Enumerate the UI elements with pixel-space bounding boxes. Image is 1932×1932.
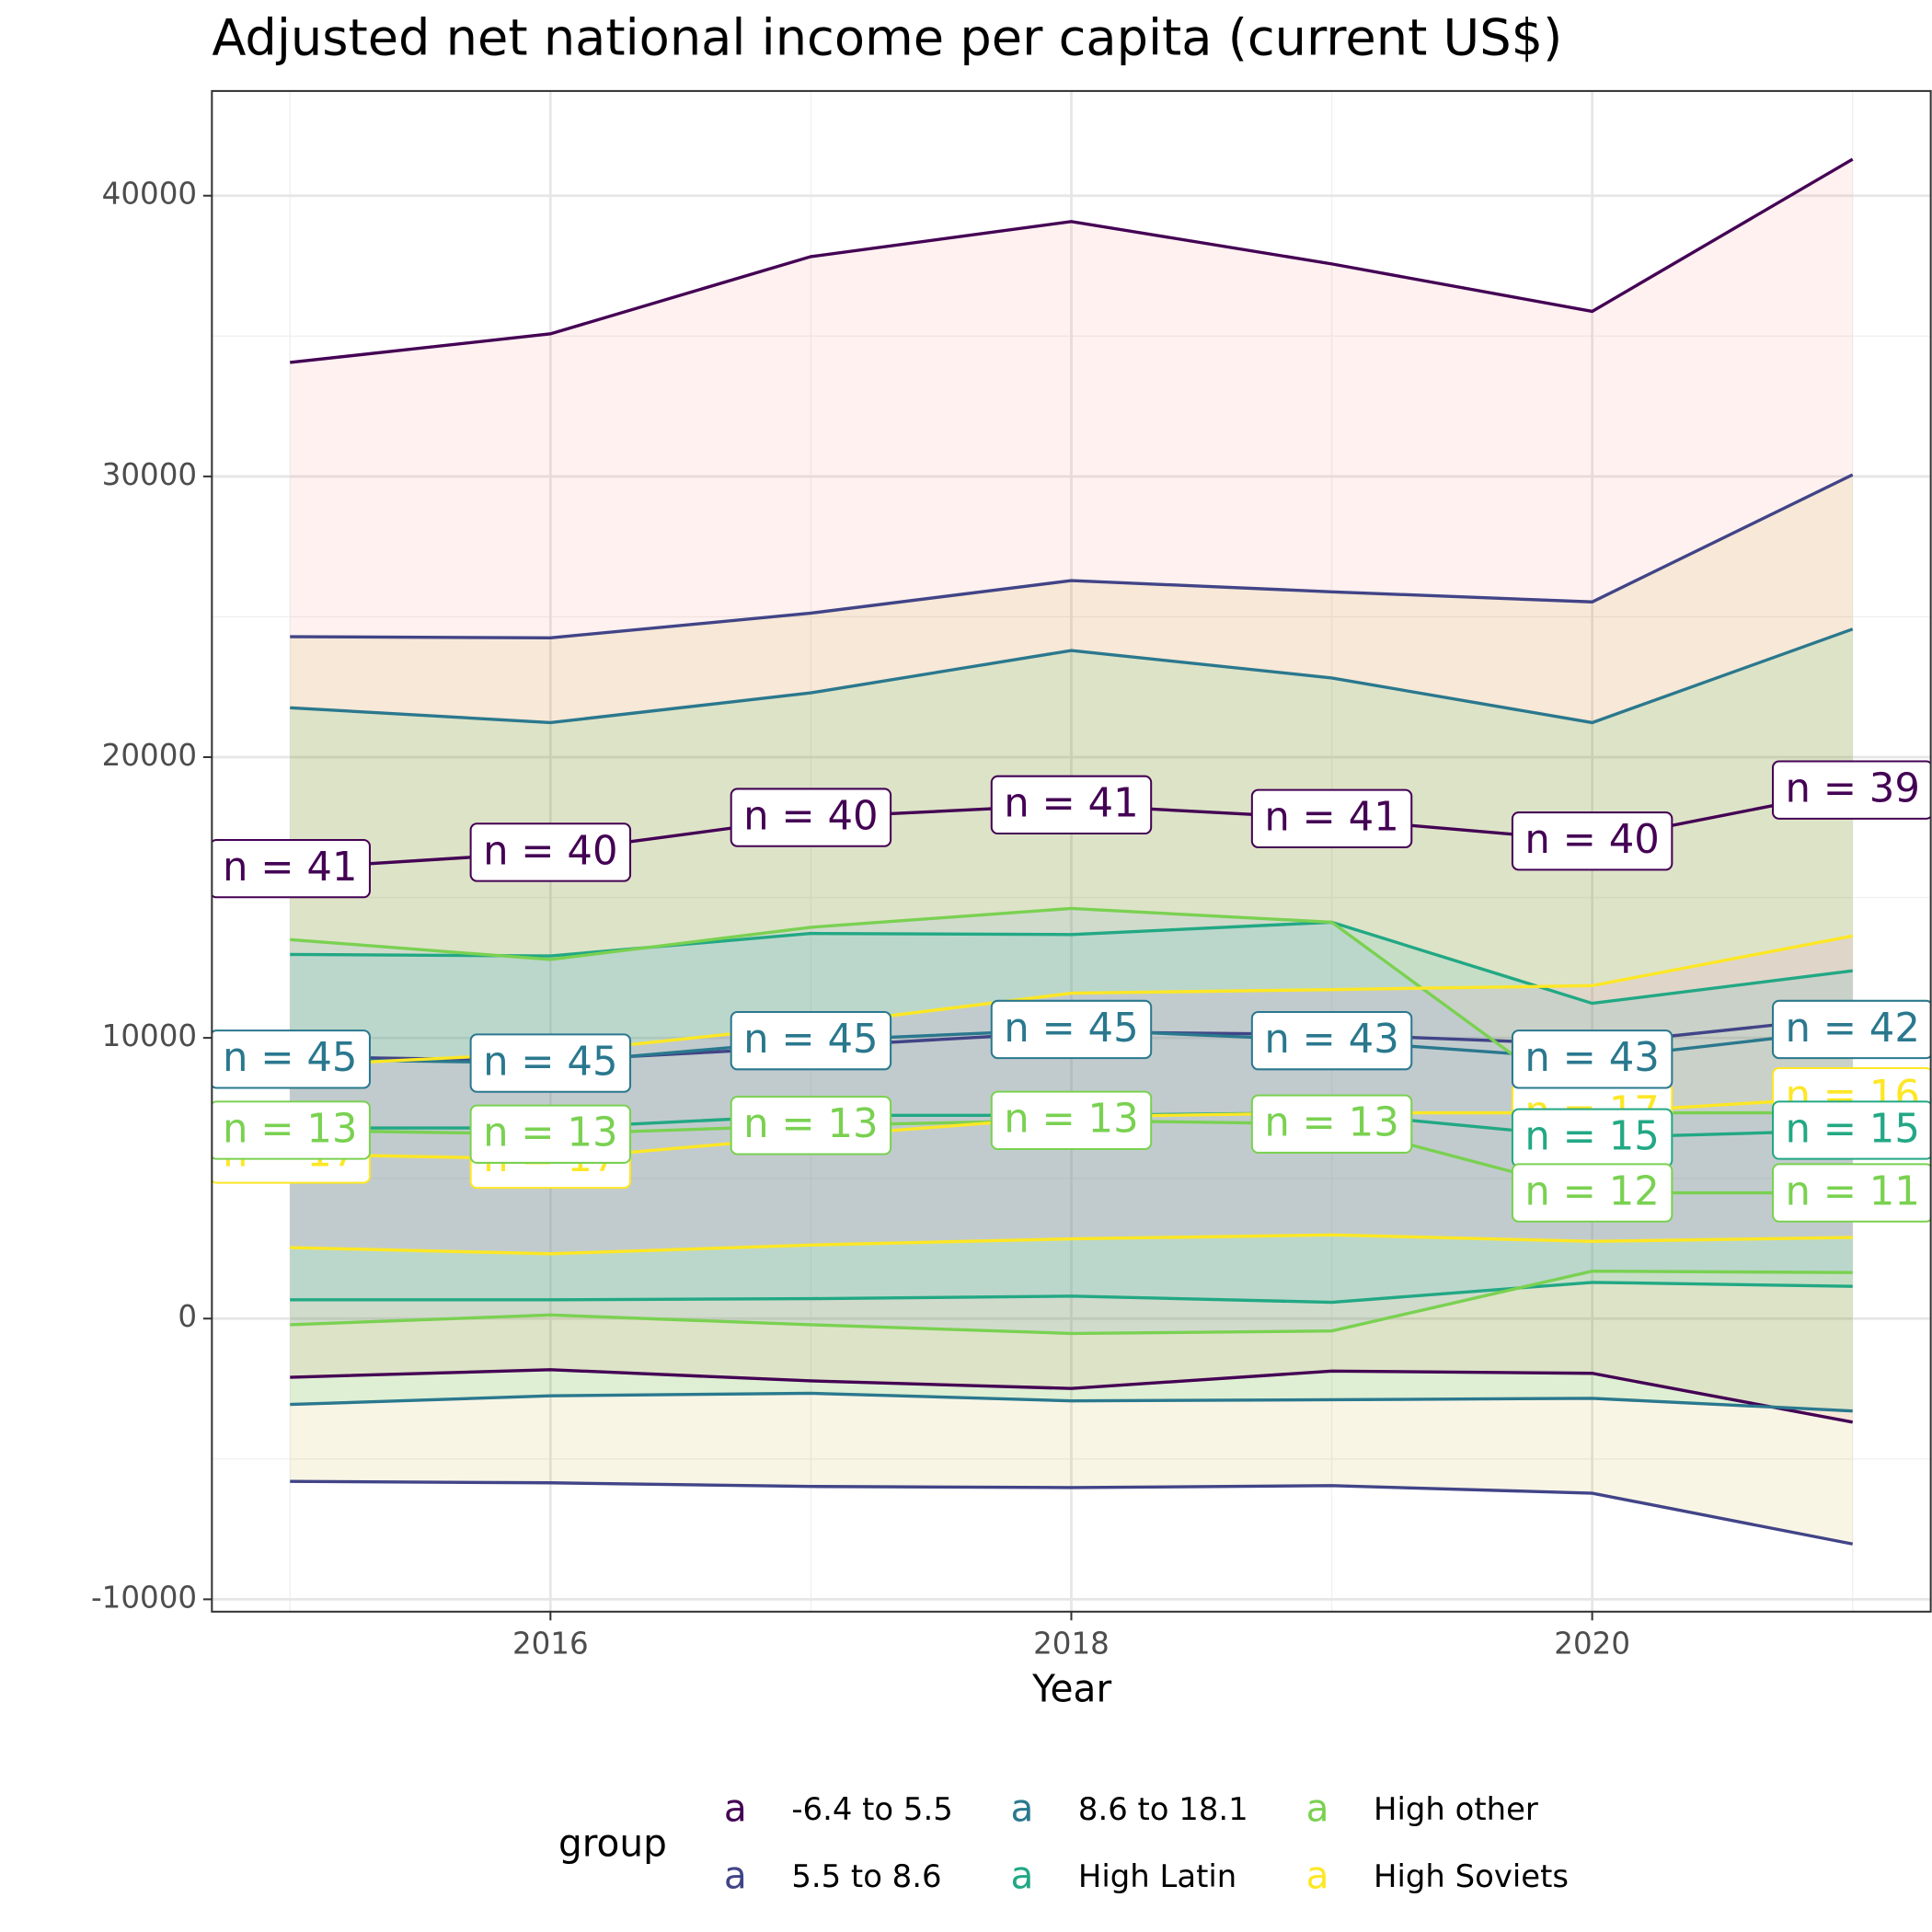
- label-box: [212, 1100, 371, 1160]
- label-box: [469, 1104, 632, 1164]
- data-label: n = 13: [743, 1101, 879, 1147]
- data-label: n = 42: [1785, 1006, 1920, 1052]
- y-tick-label: 30000: [102, 457, 197, 492]
- data-label: n = 13: [1004, 1097, 1138, 1143]
- label-box: [730, 788, 892, 847]
- lower-line: [290, 1233, 1853, 1256]
- lower-line: [290, 1269, 1853, 1336]
- legend-key: a: [1011, 1787, 1034, 1831]
- legend-key: a: [724, 1854, 747, 1898]
- legend-label: 5.5 to 8.6: [791, 1858, 941, 1894]
- x-tick-label: 2016: [512, 1626, 589, 1661]
- y-tick-label: -10000: [91, 1580, 197, 1615]
- upper-line: [290, 473, 1854, 639]
- data-label: n = 13: [223, 1106, 358, 1152]
- legend-label: High Soviets: [1374, 1858, 1569, 1894]
- label-box: [1771, 999, 1931, 1060]
- data-label: n = 45: [223, 1035, 358, 1081]
- upper-line: [290, 627, 1854, 725]
- data-label: n = 15: [1524, 1114, 1660, 1160]
- label-box: [1511, 811, 1673, 871]
- label-box: [990, 1090, 1153, 1151]
- legend-key: a: [724, 1787, 747, 1831]
- label-box: [730, 1010, 892, 1071]
- label-box: [469, 822, 632, 882]
- legend-key: a: [1011, 1854, 1034, 1898]
- label-box: [212, 838, 371, 899]
- legend: a -6.4 to 5.5 a 5.5 to 8.6 a 8.6 to 18.1 a High…: [724, 1787, 1569, 1898]
- data-label: n = 13: [483, 1110, 618, 1156]
- label-box: [990, 775, 1153, 835]
- data-label: n = 15: [1785, 1106, 1920, 1152]
- y-tick-label: 0: [178, 1299, 197, 1334]
- y-tick-label: 10000: [102, 1018, 197, 1053]
- axes: 2016 2018 2020 -10000 0 10000 20000 30000 40000: [91, 177, 1630, 1662]
- lower-line: [290, 1479, 1854, 1546]
- data-label: n = 12: [1524, 1168, 1660, 1214]
- x-tick-label: 2020: [1554, 1626, 1630, 1661]
- label-box: [1771, 1163, 1931, 1223]
- legend-title: group: [558, 1822, 667, 1866]
- data-label: n = 40: [483, 828, 618, 874]
- chart-title: Adjusted net national income per capita …: [212, 8, 1562, 66]
- data-label: n = 43: [1264, 1017, 1399, 1063]
- label-box: [1250, 1094, 1413, 1154]
- lower-line: [290, 1281, 1853, 1305]
- x-axis-label: Year: [1031, 1667, 1111, 1711]
- lower-line: [290, 1391, 1853, 1413]
- data-label: n = 40: [743, 793, 879, 839]
- lower-line: [290, 1368, 1854, 1424]
- legend-label: 8.6 to 18.1: [1078, 1791, 1248, 1827]
- upper-line: [290, 157, 1854, 364]
- label-box: [212, 1029, 371, 1089]
- label-box: [730, 1096, 892, 1156]
- data-label: n = 39: [1785, 766, 1920, 812]
- label-box: [990, 999, 1153, 1060]
- legend-label: High Latin: [1078, 1858, 1236, 1894]
- data-label: n = 41: [223, 845, 358, 891]
- data-label: n = 45: [743, 1017, 879, 1063]
- data-label: n = 40: [1524, 817, 1660, 863]
- data-label: n = 41: [1264, 795, 1399, 841]
- legend-label: -6.4 to 5.5: [791, 1791, 952, 1827]
- data-label: n = 41: [1004, 781, 1138, 827]
- legend-key: a: [1306, 1854, 1329, 1898]
- data-label: n = 43: [1524, 1035, 1660, 1081]
- data-label: n = 45: [483, 1039, 618, 1085]
- label-box: [1771, 1100, 1931, 1160]
- data-label: n = 45: [1004, 1006, 1138, 1052]
- y-tick-label: 40000: [102, 177, 197, 212]
- label-box: [1511, 1163, 1673, 1223]
- plot-area: n = 17n = 17n = 17n = 16n = 15n = 15n = …: [212, 157, 1931, 1546]
- legend-key: a: [1306, 1787, 1329, 1831]
- y-tick-label: 20000: [102, 738, 197, 773]
- label-box: [469, 1033, 632, 1093]
- label-box: [1250, 1010, 1413, 1071]
- label-box: [1250, 788, 1413, 848]
- legend-label: High other: [1374, 1791, 1538, 1827]
- x-tick-label: 2018: [1033, 1626, 1110, 1661]
- label-box: [1771, 760, 1931, 820]
- data-label: n = 13: [1264, 1100, 1399, 1146]
- label-box: [1511, 1029, 1673, 1089]
- upper-line: [290, 920, 1853, 1006]
- data-label: n = 11: [1785, 1168, 1920, 1214]
